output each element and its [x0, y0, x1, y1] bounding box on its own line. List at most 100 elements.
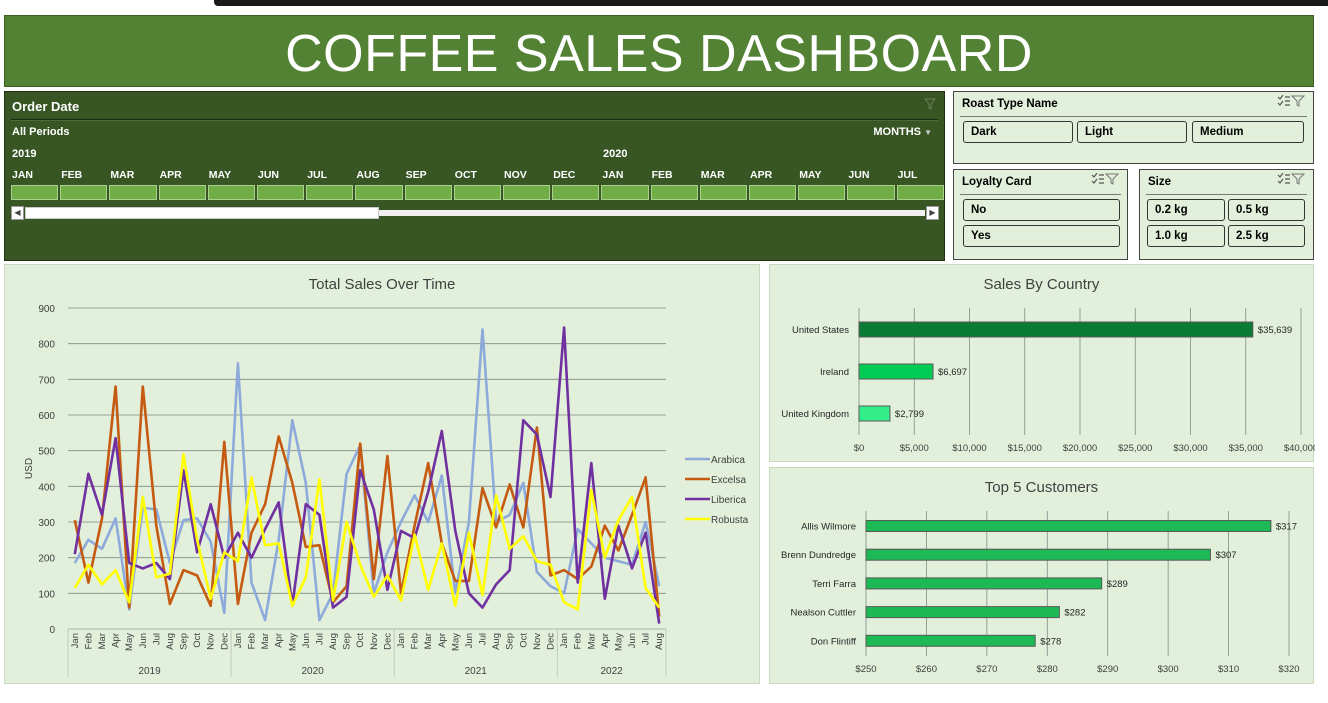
clear-filter-icon[interactable] [1104, 173, 1120, 188]
timeline-month-cell[interactable] [749, 185, 797, 200]
slicer-item-medium[interactable]: Medium [1192, 121, 1304, 143]
x-tick-label: Dec [219, 633, 230, 650]
bar-don-flintiff [865, 634, 1036, 647]
order-date-timeline[interactable]: Order Date All Periods MONTHS ▼ 2019 202… [4, 91, 945, 261]
size-slicer[interactable]: Size 0.2 kg 0.5 kg 1.0 kg 2.5 kg [1139, 169, 1314, 260]
timeline-month-cell[interactable] [847, 185, 895, 200]
x-tick-label: Jul [478, 633, 489, 645]
timeline-month-cell[interactable] [798, 185, 846, 200]
x-tick-label: $40,000 [1284, 443, 1315, 454]
x-tick-label: Nov [369, 633, 380, 650]
sales-by-country-bar-chart: $0 $5,000 $10,000 $15,000 $20,000 $25,000 $30,… [781, 308, 1315, 454]
year-group-label: 2019 [138, 666, 161, 677]
timeline-month-cell[interactable] [453, 185, 501, 200]
x-tick-label: Sep [179, 633, 190, 650]
x-tick-label: Jul [314, 633, 325, 645]
timeline-year-2020: 2020 [603, 148, 628, 160]
x-tick-label: Apr [274, 633, 285, 648]
timeline-scroll-thumb[interactable] [25, 207, 379, 219]
data-label-brenn-dundredge: $307 [1215, 550, 1236, 561]
loyalty-card-slicer[interactable]: Loyalty Card No Yes [953, 169, 1128, 260]
timeline-scroll-track[interactable] [25, 210, 925, 216]
data-label-united-kingdom: $2,799 [895, 409, 924, 420]
x-tick-label: $310 [1218, 664, 1239, 675]
multi-select-icon[interactable] [1277, 94, 1291, 110]
timeline-period-label: All Periods [12, 126, 70, 138]
timeline-month-cell[interactable] [650, 185, 698, 200]
x-tick-label: Oct [192, 633, 203, 648]
category-label-brenn-dundredge: Brenn Dundredge [781, 550, 856, 561]
timeline-month-label: NOV [504, 169, 527, 181]
timeline-month-cell[interactable] [404, 185, 452, 200]
timeline-month-cell[interactable] [207, 185, 255, 200]
x-tick-label: Apr [437, 633, 448, 648]
slicer-item-light[interactable]: Light [1077, 121, 1187, 143]
clear-filter-icon[interactable] [923, 98, 937, 113]
x-tick-label: $250 [855, 664, 876, 675]
slicer-item-yes[interactable]: Yes [963, 225, 1120, 247]
data-label-allis-wilmore: $317 [1276, 522, 1297, 533]
slicer-toolbar [1277, 94, 1306, 110]
timeline-level-dropdown[interactable]: MONTHS ▼ [873, 126, 932, 138]
category-label-ireland: Ireland [820, 367, 849, 378]
data-label-don-flintiff: $278 [1040, 636, 1061, 647]
bar-united-states [858, 321, 1254, 338]
timeline-month-label: JUL [307, 169, 328, 181]
timeline-month-cell[interactable] [109, 185, 157, 200]
y-tick-label: 800 [38, 340, 55, 351]
scroll-right-icon[interactable]: ▶ [926, 206, 939, 220]
clear-filter-icon[interactable] [1290, 95, 1306, 110]
x-tick-label: $10,000 [952, 443, 986, 454]
x-tick-label: $25,000 [1118, 443, 1152, 454]
top-customers-panel[interactable]: Top 5 Customers $250 $260 $270 $280 $290 $300… [769, 467, 1314, 684]
slicer-item-1-0kg[interactable]: 1.0 kg [1147, 225, 1225, 247]
timeline-month-cell[interactable] [257, 185, 305, 200]
x-tick-label: Apr [600, 633, 611, 648]
timeline-month-cell[interactable] [503, 185, 551, 200]
sales-by-country-panel[interactable]: Sales By Country $0 $5,000 $10,000 $15,000 $… [769, 264, 1315, 462]
slicer-item-0-5kg[interactable]: 0.5 kg [1228, 199, 1305, 221]
slicer-item-0-2kg[interactable]: 0.2 kg [1147, 199, 1225, 221]
roast-type-slicer[interactable]: Roast Type Name Dark Light Medium [953, 91, 1314, 164]
total-sales-chart-panel[interactable]: Total Sales Over Time 0 100 200 300 400 500 60… [4, 264, 760, 684]
timeline-month-cell[interactable] [355, 185, 403, 200]
x-tick-label: Mar [423, 633, 434, 649]
timeline-month-label: MAR [700, 169, 725, 181]
slicer-item-2-5kg[interactable]: 2.5 kg [1228, 225, 1305, 247]
x-tick-label: Apr [111, 633, 122, 648]
x-tick-label: Sep [505, 633, 516, 650]
x-tick-label: Jan [70, 633, 81, 648]
category-label-don-flintiff: Don Flintiff [811, 636, 857, 647]
timeline-month-cell[interactable] [699, 185, 747, 200]
x-tick-label: Aug [328, 633, 339, 650]
x-tick-label: Aug [165, 633, 176, 650]
x-tick-label: Jun [301, 633, 312, 648]
category-label-united-states: United States [792, 325, 849, 336]
clear-filter-icon[interactable] [1290, 173, 1306, 188]
x-tick-label: Feb [246, 633, 257, 649]
y-tick-label: 0 [49, 625, 55, 636]
x-tick-label: $15,000 [1008, 443, 1042, 454]
timeline-month-cell[interactable] [896, 185, 944, 200]
x-tick-label: $5,000 [900, 443, 929, 454]
dashboard-title: COFFEE SALES DASHBOARD [285, 25, 1033, 83]
timeline-month-cell[interactable] [11, 185, 59, 200]
x-tick-label: Nov [532, 633, 543, 650]
timeline-month-cell[interactable] [601, 185, 649, 200]
timeline-month-cell[interactable] [158, 185, 206, 200]
slicer-item-dark[interactable]: Dark [963, 121, 1073, 143]
category-label-united-kingdom: United Kingdom [781, 409, 849, 420]
multi-select-icon[interactable] [1277, 172, 1291, 188]
data-label-ireland: $6,697 [938, 367, 967, 378]
multi-select-icon[interactable] [1091, 172, 1105, 188]
scroll-left-icon[interactable]: ◀ [11, 206, 24, 220]
timeline-month-cell[interactable] [306, 185, 354, 200]
x-tick-label: Oct [518, 633, 529, 648]
timeline-month-cell[interactable] [552, 185, 600, 200]
timeline-month-label: APR [750, 169, 773, 181]
x-tick-label: Oct [355, 633, 366, 648]
timeline-scrollbar[interactable]: ◀ ▶ [11, 206, 939, 220]
slicer-item-no[interactable]: No [963, 199, 1120, 221]
timeline-month-cell[interactable] [60, 185, 108, 200]
timeline-month-label: FEB [651, 169, 673, 181]
